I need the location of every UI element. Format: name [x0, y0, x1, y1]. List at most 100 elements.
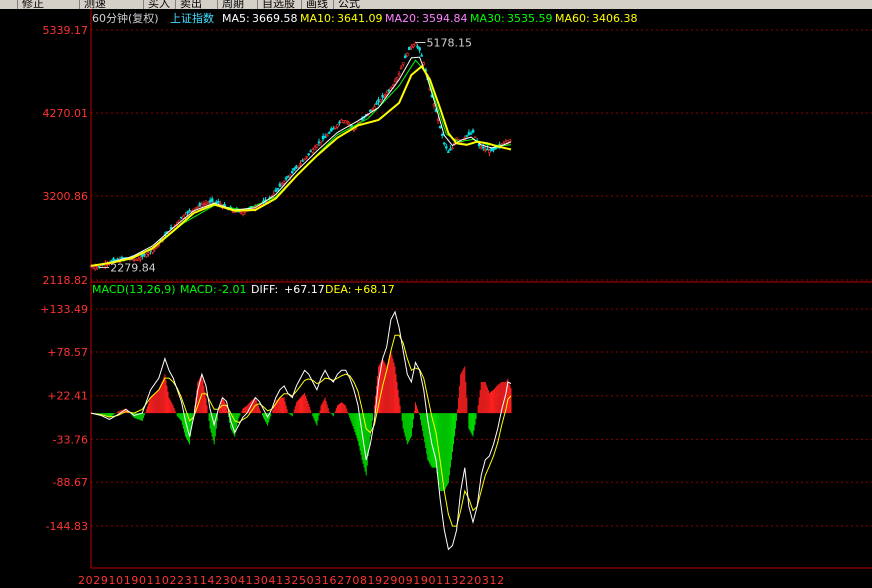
toolbar-separator — [301, 0, 302, 9]
price-tick-label: 2118.82 — [43, 274, 89, 287]
x-tick-label: 9 — [131, 574, 138, 587]
candle-body — [293, 168, 296, 171]
candle-body — [303, 158, 306, 161]
ma5-value: 3669.58 — [252, 12, 298, 25]
candle-body — [282, 181, 286, 184]
x-tick-label: 9 — [406, 574, 413, 587]
candle-body — [408, 46, 411, 51]
x-tick-label: 8 — [360, 574, 367, 587]
candle-body — [455, 137, 458, 140]
macd-tick-label: -88.67 — [53, 476, 88, 489]
candle-body — [301, 160, 304, 162]
candle-body — [243, 211, 247, 214]
candle-body — [307, 153, 311, 156]
ma5-label: MA5: — [222, 12, 250, 25]
candle-body — [405, 52, 409, 57]
toolbar-item[interactable]: 修正 — [22, 0, 44, 9]
candle-body — [332, 128, 335, 130]
x-tick-label: 1 — [246, 574, 253, 587]
toolbar-separator — [217, 0, 218, 9]
x-tick-label: 1 — [276, 574, 283, 587]
x-tick-label: 1 — [154, 574, 161, 587]
candle-body — [317, 141, 321, 144]
candle-body — [313, 146, 317, 151]
candle-body — [93, 266, 97, 270]
candle-body — [190, 210, 193, 212]
candle-body — [445, 146, 448, 149]
candle-body — [278, 183, 282, 187]
candle-body — [442, 142, 446, 145]
candle-body — [473, 136, 477, 139]
candle-body — [432, 103, 436, 106]
ma5-line — [90, 56, 512, 267]
candle-body — [241, 212, 245, 215]
candle-body — [414, 42, 417, 46]
candle-body — [132, 258, 136, 261]
x-tick-label: 3 — [223, 574, 230, 587]
price-tick-label: 4270.01 — [43, 107, 89, 120]
x-tick-label: 0 — [429, 574, 436, 587]
candle-body — [399, 67, 403, 70]
candle-body — [403, 55, 407, 59]
x-tick-label: 0 — [352, 574, 359, 587]
candle-body — [371, 108, 374, 111]
toolbar-item[interactable]: 周期 — [222, 0, 244, 9]
price-legend: 60分钟(复权) 上证指数 MA5: 3669.58 MA10: 3641.09… — [92, 11, 638, 25]
x-tick-label: 1 — [413, 574, 420, 587]
x-tick-label: 0 — [307, 574, 314, 587]
toolbar-item[interactable]: 测速 — [84, 0, 106, 9]
candle-body — [344, 120, 347, 124]
x-tick-label: 1 — [200, 574, 207, 587]
candle-body — [375, 103, 378, 105]
x-tick-label: 1 — [322, 574, 329, 587]
x-tick-label: 2 — [467, 574, 474, 587]
price-tick-label: 5339.17 — [43, 24, 89, 37]
macd-tick-label: +133.49 — [40, 303, 88, 316]
diff-label: DIFF: — [251, 283, 278, 296]
macd-tick-label: +78.57 — [47, 346, 88, 359]
toolbar-item[interactable]: 画线 — [306, 0, 328, 9]
x-tick-label: 1 — [147, 574, 154, 587]
x-tick-label: 2 — [78, 574, 85, 587]
ma-lines — [90, 56, 512, 267]
candle-body — [239, 211, 243, 214]
candle-body — [340, 119, 343, 123]
toolbar-separator — [175, 0, 176, 9]
candle-body — [311, 149, 315, 153]
candle-body — [204, 202, 208, 205]
candle-body — [397, 73, 401, 76]
toolbar-item[interactable]: 公式 — [338, 0, 360, 9]
toolbar-separator — [333, 0, 334, 9]
candle-body — [214, 201, 218, 204]
x-tick-label: 9 — [101, 574, 108, 587]
candle-body — [387, 89, 391, 92]
candle-body — [309, 150, 313, 153]
macd-bars — [91, 350, 512, 492]
toolbar-separator — [17, 0, 18, 9]
candle-body — [449, 148, 452, 151]
dea-label: DEA: — [325, 283, 351, 296]
candle-body — [286, 176, 290, 178]
x-tick-label: 2 — [337, 574, 344, 587]
x-tick-label: 2 — [93, 574, 100, 587]
toolbar-separator — [79, 0, 80, 9]
candle-body — [200, 204, 204, 208]
candle-body — [342, 120, 345, 123]
ma20-label: MA20: — [385, 12, 420, 25]
x-tick-label: 1 — [436, 574, 443, 587]
ma20-value: 3594.84 — [422, 12, 468, 25]
index-name: 上证指数 — [170, 11, 214, 25]
candle-body — [488, 150, 491, 154]
candle-body — [327, 132, 331, 134]
candle-body — [436, 119, 440, 121]
candle-body — [295, 165, 298, 169]
x-tick-label: 1 — [444, 574, 451, 587]
candle-body — [451, 147, 454, 150]
candle-body — [290, 171, 294, 174]
toolbar-item[interactable]: 买入 — [148, 0, 170, 9]
x-tick-label: 0 — [474, 574, 481, 587]
toolbar-item[interactable]: 卖出 — [180, 0, 202, 9]
toolbar-item[interactable]: 自选股 — [262, 0, 295, 9]
ma10-label: MA10: — [300, 12, 335, 25]
